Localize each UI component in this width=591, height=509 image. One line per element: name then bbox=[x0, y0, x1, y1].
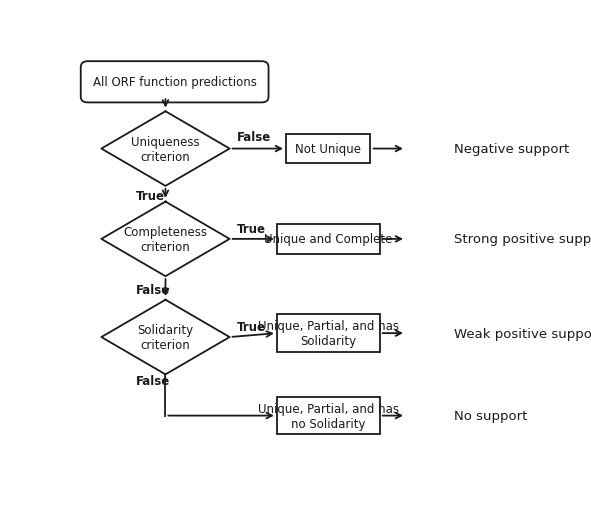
Text: Unique, Partial, and has
Solidarity: Unique, Partial, and has Solidarity bbox=[258, 320, 398, 348]
Text: Solidarity
criterion: Solidarity criterion bbox=[138, 323, 193, 351]
Text: Strong positive support: Strong positive support bbox=[454, 233, 591, 246]
Text: True: True bbox=[136, 190, 165, 203]
Text: Completeness
criterion: Completeness criterion bbox=[124, 225, 207, 253]
Text: Weak positive support: Weak positive support bbox=[454, 327, 591, 340]
Text: All ORF function predictions: All ORF function predictions bbox=[93, 76, 256, 89]
FancyBboxPatch shape bbox=[277, 224, 379, 254]
FancyBboxPatch shape bbox=[277, 315, 379, 352]
Text: False: False bbox=[236, 131, 271, 144]
Text: True: True bbox=[236, 222, 265, 235]
Text: Unique, Partial, and has
no Solidarity: Unique, Partial, and has no Solidarity bbox=[258, 402, 398, 430]
FancyBboxPatch shape bbox=[277, 397, 379, 434]
Text: Unique and Complete: Unique and Complete bbox=[264, 233, 392, 246]
Text: Not Unique: Not Unique bbox=[295, 143, 361, 156]
Text: No support: No support bbox=[454, 409, 527, 422]
Text: True: True bbox=[236, 320, 265, 333]
FancyBboxPatch shape bbox=[81, 62, 268, 103]
Text: False: False bbox=[136, 374, 170, 387]
Text: False: False bbox=[136, 284, 170, 297]
Text: Negative support: Negative support bbox=[454, 143, 569, 156]
FancyBboxPatch shape bbox=[285, 134, 371, 164]
Text: Uniqueness
criterion: Uniqueness criterion bbox=[131, 135, 200, 163]
